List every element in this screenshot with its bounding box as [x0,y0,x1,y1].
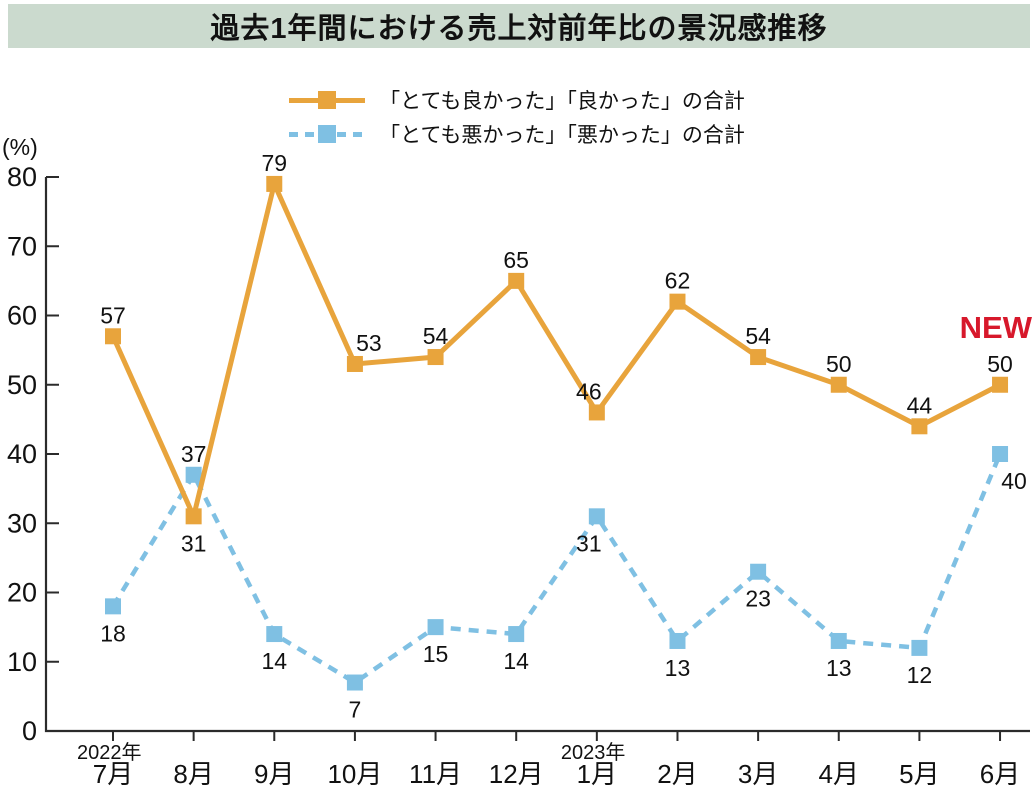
series-line-bad [111,453,1003,686]
data-point-label: 18 [100,620,126,646]
y-tick-label: 40 [7,439,37,469]
x-tick-label: 4月 [819,759,859,789]
axes [44,177,1030,733]
y-axis-unit-label: (%) [2,134,38,160]
data-marker-square-icon [830,376,847,393]
x-tick-label: 10月 [327,759,382,789]
data-point-label: 50 [826,351,852,377]
data-point-label: 14 [261,648,287,674]
data-marker-square-icon [992,376,1009,393]
data-point-label: 65 [503,247,529,273]
series-line-good [110,176,1002,525]
data-point-label: 50 [987,351,1013,377]
x-tick-label: 2月 [657,759,697,789]
x-tick-label: 6月 [980,759,1020,789]
x-tick-label: 9月 [254,759,294,789]
x-tick-label: 8月 [173,759,213,789]
y-tick-label: 50 [7,370,37,400]
data-marker-square-icon [185,508,202,525]
data-point-label: 13 [665,655,691,681]
data-marker-square-icon [346,355,363,372]
data-marker-square-icon [266,175,283,192]
x-tick-label: 11月 [409,759,462,789]
data-point-label: 7 [349,697,362,723]
data-point-label: 79 [261,150,287,176]
y-tick-label: 10 [7,647,37,677]
legend-item-bad: 「とても悪かった」「悪かった」の合計 [289,120,745,148]
data-marker-square-icon [427,349,444,366]
data-marker-square-icon [588,508,605,525]
data-point-label: 13 [826,655,852,681]
data-marker-square-icon [346,674,363,691]
y-tick-label: 20 [7,578,37,608]
data-point-label: 54 [745,323,771,349]
data-marker-square-icon [992,446,1009,462]
data-point-label: 37 [181,441,207,467]
data-point-label: 40 [1001,468,1027,494]
legend-item-good: 「とても良かった」「良かった」の合計 [289,86,745,114]
data-marker-square-icon [508,626,525,643]
data-point-label: 15 [423,641,449,667]
data-marker-square-icon [750,349,767,366]
year-label: 2023年 [561,741,626,764]
year-label: 2022年 [77,741,142,764]
data-point-label: 14 [503,648,529,674]
data-marker-square-icon [911,639,928,656]
legend-label-good: 「とても良かった」「良かった」の合計 [379,90,745,113]
chart-title: 過去1年間における売上対前年比の景況感推移 [210,13,828,45]
data-marker-square-icon [911,418,928,435]
x-tick-label: 12月 [489,759,544,789]
x-tick-label: 5月 [899,759,939,789]
data-point-label: 53 [356,330,382,356]
data-marker-square-icon [105,598,121,615]
y-tick-label: 70 [7,231,37,261]
data-marker-square-icon [669,632,686,649]
data-marker-square-icon [427,619,444,636]
data-marker-square-icon [830,632,847,649]
y-tick-label: 60 [7,301,37,331]
x-tick-label: 1月 [577,759,617,789]
data-point-label: 23 [745,586,771,612]
data-point-label: 31 [576,530,602,556]
data-marker-square-icon [185,466,202,483]
chart-title-bar: 過去1年間における売上対前年比の景況感推移 [8,4,1030,48]
data-marker-square-icon [105,328,121,345]
data-marker-square-icon [588,404,605,421]
data-point-label: 44 [907,392,933,418]
data-point-label: 31 [181,530,207,556]
legend-label-bad: 「とても悪かった」「悪かった」の合計 [379,124,745,147]
x-tick-label: 7月 [93,759,133,789]
new-badge: NEW [959,310,1032,345]
y-tick-label: 30 [7,508,37,538]
y-tick-label: 0 [22,716,37,746]
data-marker-square-icon [750,563,767,580]
legend: 「とても良かった」「良かった」の合計 「とても悪かった」「悪かった」の合計 [0,86,1034,148]
legend-solid-line-square-icon [289,91,366,109]
data-point-label: 54 [423,323,449,349]
legend-dashed-line-square-icon [289,125,366,143]
data-point-label: 46 [576,378,602,404]
data-point-label: 57 [100,302,126,328]
data-point-label: 12 [907,662,933,688]
data-marker-square-icon [508,272,525,289]
x-tick-label: 3月 [738,759,778,789]
data-marker-square-icon [266,626,283,643]
data-marker-square-icon [669,293,686,310]
data-point-label: 62 [665,268,691,294]
y-tick-label: 80 [7,162,37,192]
